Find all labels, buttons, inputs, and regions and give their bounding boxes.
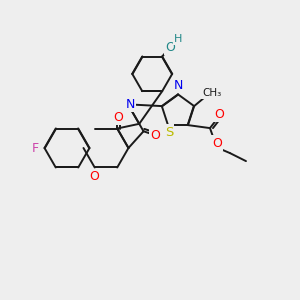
Text: O: O xyxy=(165,41,175,54)
Text: S: S xyxy=(165,126,173,139)
Text: F: F xyxy=(32,142,39,154)
Text: H: H xyxy=(174,34,182,44)
Text: N: N xyxy=(173,79,183,92)
Text: O: O xyxy=(212,136,222,150)
Text: O: O xyxy=(113,111,123,124)
Text: N: N xyxy=(125,98,135,111)
Text: O: O xyxy=(150,129,160,142)
Text: O: O xyxy=(214,108,224,121)
Text: O: O xyxy=(89,170,99,183)
Text: CH₃: CH₃ xyxy=(202,88,222,98)
